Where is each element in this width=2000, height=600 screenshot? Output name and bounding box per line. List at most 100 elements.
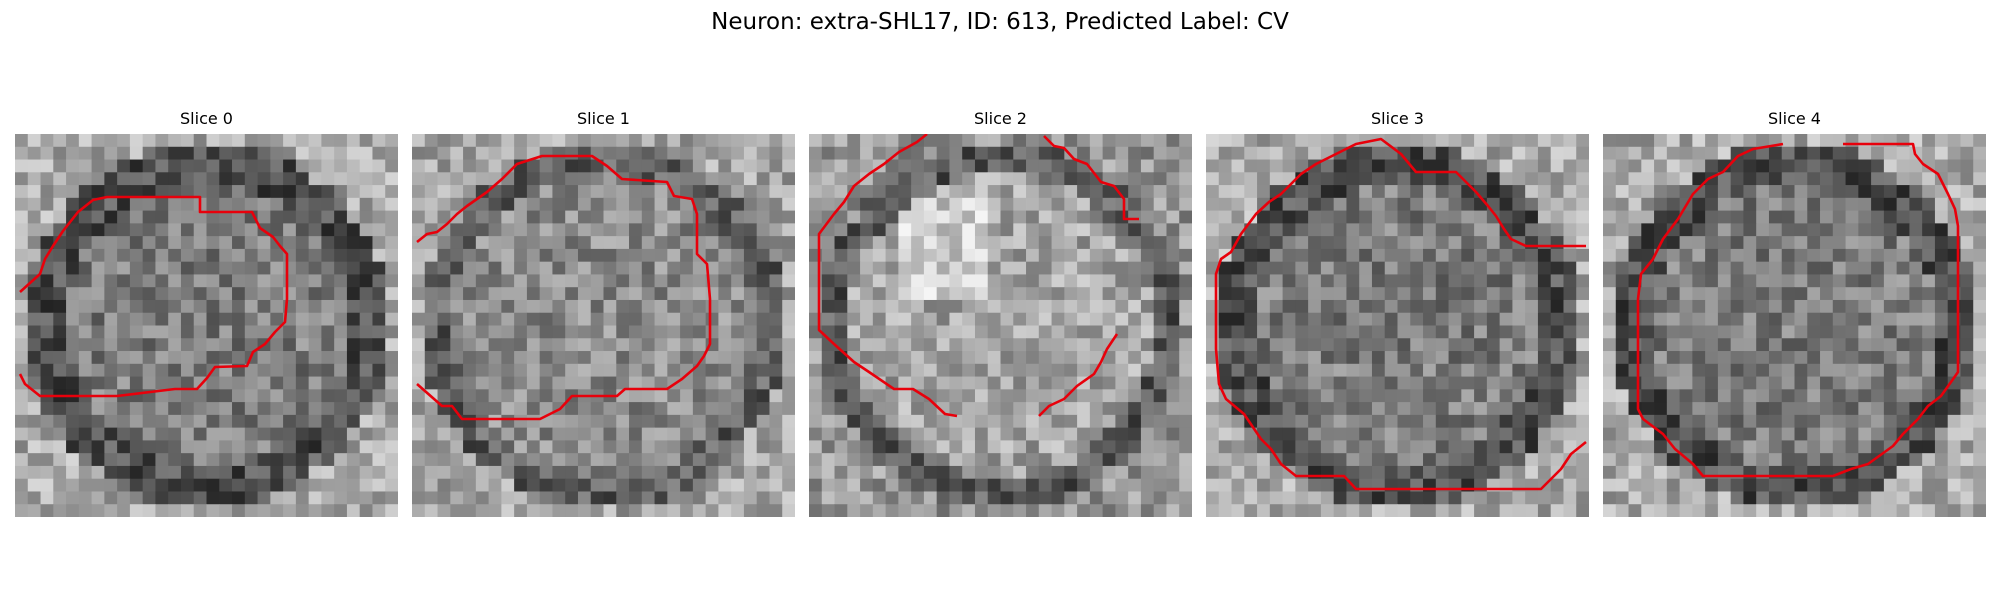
pixel bbox=[1461, 261, 1475, 275]
pixel bbox=[1115, 146, 1129, 160]
pixel bbox=[1525, 134, 1539, 148]
pixel bbox=[359, 491, 373, 505]
pixel bbox=[412, 414, 426, 429]
pixel bbox=[692, 389, 707, 403]
pixel bbox=[923, 210, 938, 224]
pixel bbox=[1282, 223, 1296, 237]
pixel bbox=[78, 159, 92, 173]
pixel bbox=[641, 414, 655, 429]
pixel bbox=[463, 223, 477, 237]
pixel bbox=[372, 210, 386, 224]
pixel bbox=[1794, 261, 1808, 275]
pixel bbox=[1781, 287, 1795, 301]
pixel bbox=[1218, 414, 1232, 429]
pixel bbox=[552, 248, 566, 263]
pixel bbox=[155, 197, 169, 211]
pixel bbox=[1576, 236, 1589, 250]
pixel bbox=[1743, 351, 1757, 365]
pixel bbox=[27, 312, 41, 326]
pixel bbox=[1384, 172, 1398, 186]
pixel bbox=[1537, 210, 1552, 224]
pixel bbox=[501, 440, 515, 454]
pixel bbox=[577, 185, 592, 199]
pixel bbox=[1820, 338, 1834, 352]
pixel bbox=[27, 185, 41, 199]
pixel bbox=[53, 134, 67, 148]
pixel bbox=[1486, 325, 1501, 339]
pixel bbox=[1576, 338, 1589, 352]
pixel bbox=[1781, 172, 1795, 186]
pixel bbox=[1922, 287, 1936, 301]
pixel bbox=[1486, 363, 1501, 377]
pixel bbox=[1346, 299, 1360, 314]
pixel bbox=[949, 440, 963, 454]
pixel bbox=[1794, 504, 1808, 517]
pixel bbox=[424, 453, 438, 467]
pixel bbox=[577, 414, 592, 429]
pixel bbox=[1603, 363, 1617, 377]
pixel bbox=[1371, 402, 1386, 416]
pixel bbox=[782, 414, 795, 429]
pixel bbox=[1960, 414, 1974, 429]
pixel bbox=[680, 312, 694, 326]
pixel bbox=[847, 478, 861, 492]
pixel bbox=[78, 414, 92, 429]
pixel bbox=[809, 453, 823, 467]
pixel bbox=[769, 427, 783, 441]
pixel bbox=[295, 146, 310, 160]
pixel bbox=[295, 287, 310, 301]
pixel bbox=[936, 453, 950, 467]
pixel bbox=[962, 465, 976, 480]
pixel bbox=[244, 287, 258, 301]
pixel bbox=[936, 351, 950, 365]
pixel bbox=[1282, 248, 1296, 263]
pixel bbox=[1512, 376, 1526, 390]
pixel bbox=[514, 287, 528, 301]
pixel bbox=[180, 478, 195, 492]
pixel bbox=[155, 465, 169, 480]
pixel bbox=[372, 159, 386, 173]
pixel bbox=[1153, 504, 1167, 517]
pixel bbox=[359, 338, 373, 352]
pixel bbox=[654, 274, 668, 288]
pixel bbox=[782, 325, 795, 339]
pixel bbox=[1269, 299, 1283, 314]
pixel bbox=[1089, 287, 1104, 301]
pixel bbox=[1359, 185, 1373, 199]
pixel bbox=[1576, 478, 1589, 492]
pixel bbox=[577, 491, 592, 505]
pixel bbox=[1743, 197, 1757, 211]
pixel bbox=[1051, 491, 1065, 505]
pixel bbox=[1947, 440, 1961, 454]
pixel bbox=[206, 414, 220, 429]
pixel bbox=[463, 325, 477, 339]
pixel bbox=[1218, 223, 1232, 237]
pixel bbox=[1550, 440, 1564, 454]
pixel bbox=[129, 197, 144, 211]
pixel bbox=[450, 197, 464, 211]
pixel bbox=[1845, 453, 1859, 467]
pixel bbox=[346, 287, 361, 301]
pixel bbox=[1973, 389, 1986, 403]
pixel bbox=[860, 146, 874, 160]
pixel bbox=[1371, 261, 1386, 275]
pixel bbox=[1269, 491, 1283, 505]
pixel bbox=[539, 351, 553, 365]
pixel bbox=[1807, 440, 1821, 454]
pixel bbox=[1244, 504, 1258, 517]
pixel bbox=[898, 389, 912, 403]
pixel bbox=[1153, 440, 1167, 454]
pixel bbox=[91, 223, 105, 237]
pixel bbox=[1615, 134, 1629, 148]
pixel bbox=[1461, 134, 1475, 148]
pixel bbox=[1282, 172, 1296, 186]
pixel bbox=[501, 210, 515, 224]
pixel bbox=[53, 504, 67, 517]
pixel bbox=[629, 465, 643, 480]
pixel bbox=[885, 159, 899, 173]
pixel bbox=[372, 351, 386, 365]
pixel bbox=[1461, 223, 1475, 237]
pixel bbox=[104, 453, 118, 467]
pixel bbox=[104, 376, 118, 390]
pixel bbox=[629, 504, 643, 517]
